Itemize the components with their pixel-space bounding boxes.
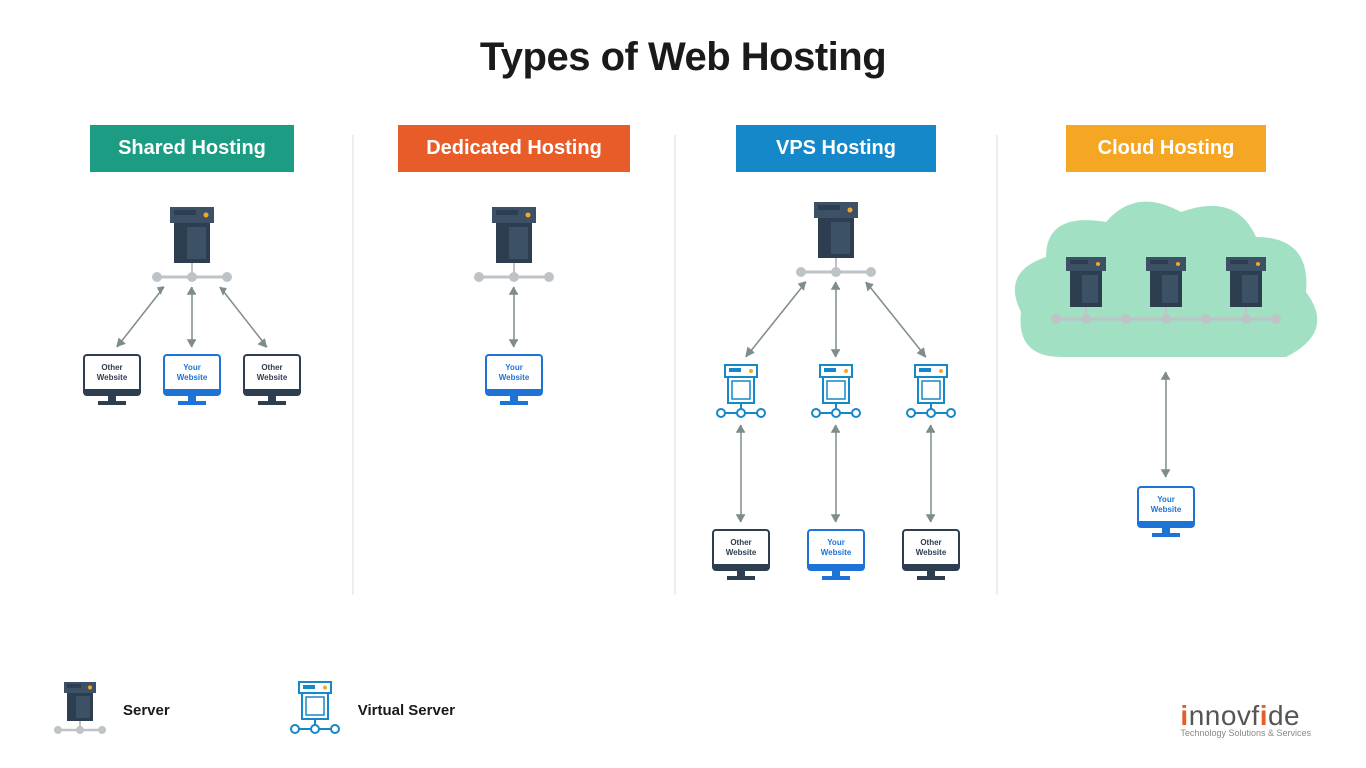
monitor-your: Your Website (164, 355, 220, 405)
panel-header-shared: Shared Hosting (90, 125, 294, 172)
panel-header-dedicated: Dedicated Hosting (398, 125, 630, 172)
vserver-icon (812, 365, 860, 417)
svg-text:Your: Your (183, 363, 201, 372)
page-title: Types of Web Hosting (0, 0, 1366, 80)
panel-header-cloud: Cloud Hosting (1066, 125, 1266, 172)
brand-logo: innovfide Technology Solutions & Service… (1180, 700, 1311, 738)
svg-text:Website: Website (726, 548, 757, 557)
svg-text:Website: Website (916, 548, 947, 557)
svg-text:Website: Website (97, 373, 128, 382)
panel-header-vps: VPS Hosting (736, 125, 936, 172)
svg-text:Other: Other (730, 538, 751, 547)
svg-text:Website: Website (257, 373, 288, 382)
legend-vserver: Virtual Server (290, 680, 455, 740)
divider (674, 135, 676, 595)
logo-tagline: Technology Solutions & Services (1180, 728, 1311, 738)
svg-text:Your: Your (505, 363, 523, 372)
svg-text:Other: Other (261, 363, 282, 372)
cloud-svg: Your Website (1006, 197, 1326, 597)
monitor-other: Other Website (244, 355, 300, 405)
server-icon (152, 207, 232, 282)
diagram-cloud: Your Website (1006, 197, 1326, 597)
divider (352, 135, 354, 595)
svg-text:Website: Website (499, 373, 530, 382)
legend-server-label: Server (123, 702, 170, 719)
svg-text:Website: Website (821, 548, 852, 557)
vserver-icon (290, 680, 340, 740)
arrows-bottom (737, 425, 935, 522)
vserver-icon (717, 365, 765, 417)
monitor-other: Other Website (903, 530, 959, 580)
panel-dedicated: Dedicated Hosting (362, 125, 666, 625)
monitor-your: Your Website (486, 355, 542, 405)
svg-text:Other: Other (101, 363, 122, 372)
svg-text:Website: Website (1151, 505, 1182, 514)
vserver-row (717, 365, 955, 417)
dedicated-svg: Your Website (384, 197, 644, 427)
server-icon (474, 207, 554, 282)
arrows (117, 287, 267, 347)
divider (996, 135, 998, 595)
arrows-top (746, 282, 926, 357)
diagram-dedicated: Your Website (362, 197, 666, 427)
vserver-icon (907, 365, 955, 417)
arrows (510, 287, 518, 347)
diagram-vps: Other Website Your Website Other (684, 197, 988, 627)
panels-row: Shared Hosting (0, 125, 1366, 625)
panel-shared: Shared Hosting (40, 125, 344, 625)
panel-vps: VPS Hosting (684, 125, 988, 625)
vps-svg: Other Website Your Website Other (686, 197, 986, 627)
shared-svg: Other Website Your Website Other (62, 197, 322, 427)
server-icon (796, 202, 876, 277)
server-icon (55, 680, 105, 740)
legend: Server Virtual Server (55, 680, 455, 740)
legend-vserver-label: Virtual Server (358, 702, 455, 719)
arrows (1162, 372, 1170, 477)
legend-server: Server (55, 680, 170, 740)
monitor-your: Your Website (808, 530, 864, 580)
monitor-your: Your Website (1138, 487, 1194, 537)
svg-text:Website: Website (177, 373, 208, 382)
diagram-shared: Other Website Your Website Other (40, 197, 344, 427)
panel-cloud: Cloud Hosting (1006, 125, 1326, 625)
svg-text:Your: Your (1157, 495, 1175, 504)
monitor-other: Other Website (713, 530, 769, 580)
cloud-servers (1051, 257, 1281, 324)
svg-text:Other: Other (920, 538, 941, 547)
svg-text:Your: Your (827, 538, 845, 547)
monitor-other: Other Website (84, 355, 140, 405)
